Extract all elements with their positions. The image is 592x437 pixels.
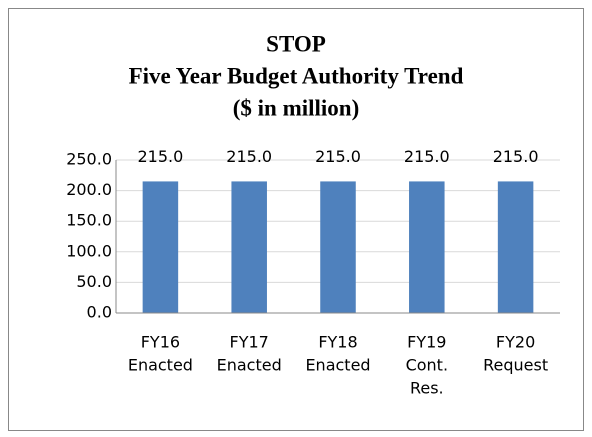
y-tick-label: 0.0 [87, 303, 112, 322]
y-tick-label: 150.0 [66, 211, 112, 230]
x-tick-label: FY20 [496, 333, 535, 352]
bar [497, 181, 534, 313]
bar [231, 181, 267, 313]
x-tick-label: FY16 [141, 333, 180, 352]
bar [409, 181, 445, 313]
value-label: 215.0 [137, 147, 183, 166]
chart-title: Five Year Budget Authority Trend [129, 63, 464, 88]
x-tick-label: Enacted [217, 356, 282, 375]
chart-border [8, 8, 584, 431]
y-tick-label: 100.0 [66, 241, 112, 260]
y-tick-label: 250.0 [66, 150, 112, 169]
value-label: 215.0 [493, 147, 539, 166]
value-label: 215.0 [404, 147, 450, 166]
x-tick-label: Res. [410, 379, 444, 398]
x-tick-label: Request [483, 356, 548, 375]
value-label: 215.0 [226, 147, 272, 166]
bar [320, 181, 356, 313]
x-tick-label: FY19 [407, 333, 446, 352]
bar [142, 181, 179, 313]
x-tick-label: FY17 [230, 333, 269, 352]
x-tick-label: Cont. [406, 356, 448, 375]
x-tick-label: Enacted [128, 356, 193, 375]
x-tick-label: FY18 [318, 333, 357, 352]
y-tick-label: 200.0 [66, 180, 112, 199]
x-tick-label: Enacted [305, 356, 370, 375]
chart-title: ($ in million) [233, 95, 360, 120]
y-tick-label: 50.0 [76, 272, 112, 291]
value-label: 215.0 [315, 147, 361, 166]
chart-title: STOP [266, 31, 326, 56]
